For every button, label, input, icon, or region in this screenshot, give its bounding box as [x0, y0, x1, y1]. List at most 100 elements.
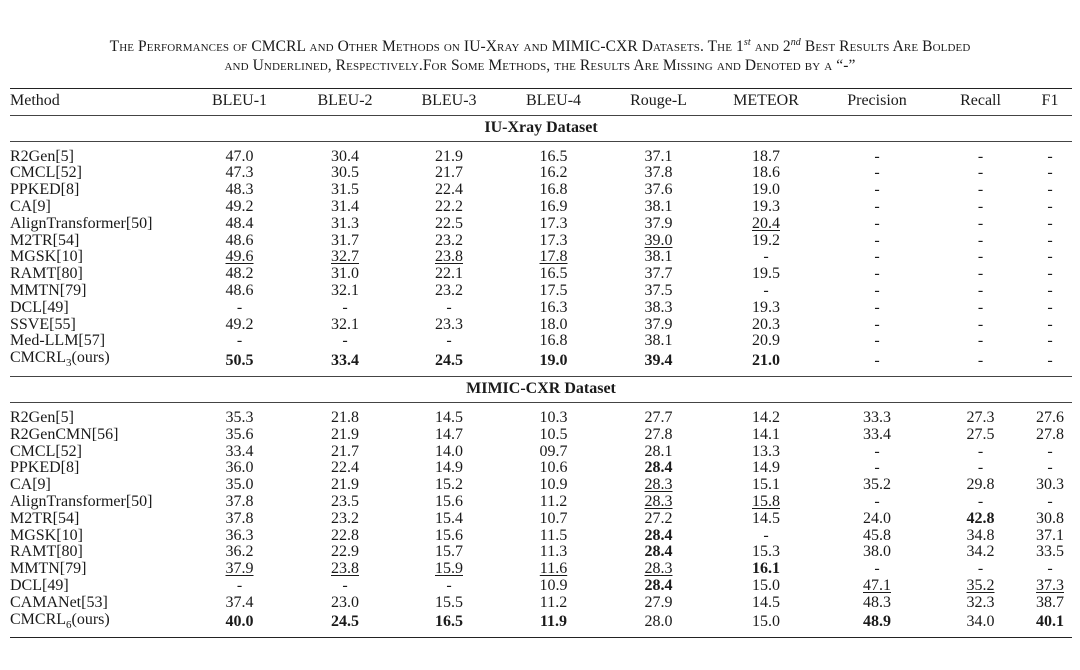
cell-precision: - [821, 231, 933, 250]
cell-bleu-3: 15.5 [397, 593, 501, 612]
cell-value: 40.1 [1036, 613, 1064, 631]
cell-value: - [1047, 197, 1053, 215]
cell-value: 38.7 [1036, 593, 1064, 611]
cell-value: - [1047, 351, 1053, 369]
cell-value: 30.3 [1036, 476, 1064, 494]
cell-value: 22.1 [435, 265, 463, 283]
cell-value: - [446, 576, 452, 594]
column-header-recall: Recall [960, 92, 1001, 109]
cell-meteor: 19.3 [711, 299, 821, 317]
cell-value: 34.8 [966, 526, 995, 544]
cell-value: - [1047, 298, 1053, 316]
cell-value: 28.1 [644, 442, 673, 460]
cell-bleu-4: 16.5 [501, 265, 606, 283]
cell-value: - [977, 332, 984, 350]
section-title: IU-Xray Dataset [484, 118, 598, 136]
cell-value: 37.9 [644, 214, 673, 232]
cell-value: - [763, 526, 769, 544]
cell-value: 33.4 [331, 351, 359, 369]
cell-value: - [874, 181, 880, 199]
table-row: CMCRL6(ours) 40.0 24.5 16.5 11.9 28.0 15.0 48.9… [10, 611, 1072, 638]
cell-recall: - [933, 350, 1028, 376]
section-header-row: MIMIC-CXR Dataset [10, 377, 1072, 403]
cell-meteor: - [711, 526, 821, 545]
cell-value: 21.7 [435, 164, 463, 182]
cell-value: 37.8 [225, 492, 254, 510]
table-row: CA[9] 49.2 31.4 22.2 16.9 38.1 19.3 - - - [10, 197, 1072, 216]
cell-value: - [1047, 281, 1053, 299]
cell-value: - [874, 147, 880, 165]
cell-recall: - [933, 443, 1028, 461]
cell-f1: 27.6 [1028, 402, 1072, 426]
cell-f1: - [1028, 215, 1072, 233]
cell-bleu-2: 31.5 [293, 181, 397, 199]
cell-value: 31.5 [331, 181, 359, 199]
cell-value: 27.5 [966, 425, 995, 443]
table-row: AlignTransformer[50] 48.4 31.3 22.5 17.3 37.9… [10, 214, 1072, 233]
cell-rouge-l: 39.0 [606, 232, 711, 250]
cell-value: - [977, 298, 984, 316]
cell-bleu-1: 48.2 [186, 265, 293, 283]
cell-value: 37.6 [644, 181, 673, 199]
cell-bleu-3: 15.6 [397, 527, 501, 545]
table-row: R2Gen[5] 47.0 30.4 21.9 16.5 37.1 18.7 - - - [10, 141, 1072, 165]
method-cell: MMTN[79] [10, 560, 186, 578]
ordinal-suffix: nd [790, 37, 801, 48]
cell-value: - [977, 147, 984, 165]
method-name: CA[9] [10, 197, 51, 215]
cell-precision: 47.1 [821, 577, 933, 595]
cell-value: - [977, 351, 984, 369]
cell-value: 14.9 [752, 459, 780, 477]
cell-value: - [446, 332, 452, 350]
table-row: R2GenCMN[56] 35.6 21.9 14.7 10.5 27.8 14.1 33.4… [10, 425, 1072, 444]
cell-precision: 24.0 [821, 510, 933, 528]
column-header-bleu-2: BLEU-2 [317, 92, 373, 109]
cell-value: 11.2 [539, 492, 568, 510]
column-header-bleu-1: BLEU-1 [211, 92, 268, 109]
cell-bleu-1: 37.8 [186, 492, 293, 511]
cell-meteor: - [711, 281, 821, 300]
cell-value: 27.6 [1036, 408, 1064, 426]
method-name: CMCRL [10, 349, 67, 367]
cell-value: - [977, 231, 984, 249]
cell-value: - [236, 576, 243, 594]
cell-value: 35.6 [225, 425, 254, 443]
caption-line-1: The Performances of CMCRL and Other Meth… [0, 33, 1080, 56]
cell-f1: - [1028, 316, 1072, 334]
cell-bleu-1: - [186, 576, 293, 595]
cell-value: - [874, 214, 880, 232]
cell-value: 37.9 [225, 560, 254, 578]
cell-value: - [874, 231, 880, 249]
cell-value: 21.9 [331, 476, 359, 494]
cell-value: 49.2 [225, 197, 254, 215]
column-header-bleu-3: BLEU-3 [421, 92, 477, 109]
cell-f1: 38.7 [1028, 593, 1072, 612]
cell-value: - [874, 459, 880, 477]
cell-bleu-1: 37.8 [186, 510, 293, 528]
method-cell: AlignTransformer[50] [10, 215, 186, 233]
cell-meteor: 20.9 [711, 332, 821, 350]
cell-meteor: 18.7 [711, 141, 821, 165]
cell-rouge-l: 37.6 [606, 181, 711, 199]
cell-value: 23.5 [331, 492, 359, 510]
table-row: MGSK[10] 36.3 22.8 15.6 11.5 28.4 - 45.8 34.8 37.… [10, 526, 1072, 545]
cell-value: 16.1 [752, 560, 780, 578]
cell-f1: - [1028, 493, 1072, 511]
cell-value: 27.7 [644, 408, 673, 426]
cell-meteor: 18.6 [711, 164, 821, 182]
cell-bleu-4: 10.6 [501, 459, 606, 477]
cell-precision: - [821, 443, 933, 461]
cell-value: 36.0 [225, 459, 254, 477]
cell-bleu-4: 11.9 [501, 612, 606, 638]
cell-precision: 48.9 [821, 612, 933, 638]
cell-bleu-3: 14.7 [397, 426, 501, 444]
cell-value: 13.3 [752, 442, 780, 460]
cell-precision: - [821, 248, 933, 266]
cell-value: - [1047, 248, 1053, 266]
cell-meteor: 14.9 [711, 459, 821, 477]
cell-value: 15.5 [435, 593, 463, 611]
method-cell: MMTN[79] [10, 282, 186, 300]
cell-value: - [763, 281, 769, 299]
column-header-f1: F1 [1041, 92, 1059, 109]
cell-bleu-4: 09.7 [501, 443, 606, 461]
